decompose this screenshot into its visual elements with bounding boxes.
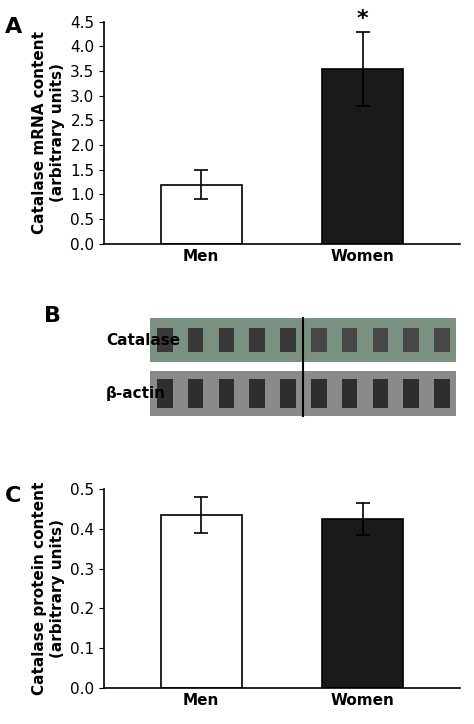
Bar	[157, 379, 173, 408]
Bar	[151, 318, 456, 362]
Bar	[188, 379, 203, 408]
Text: Catalase: Catalase	[106, 332, 180, 348]
Y-axis label: Catalase mRNA content
(arbitrary units): Catalase mRNA content (arbitrary units)	[32, 31, 65, 235]
Bar	[373, 328, 388, 353]
Bar	[219, 328, 234, 353]
Bar	[342, 379, 357, 408]
Bar	[280, 379, 296, 408]
Bar	[373, 379, 388, 408]
Bar	[280, 328, 296, 353]
Bar	[342, 328, 357, 353]
Bar	[157, 328, 173, 353]
Y-axis label: Catalase protein content
(arbitrary units): Catalase protein content (arbitrary unit…	[32, 482, 65, 695]
Bar	[403, 379, 419, 408]
Text: A: A	[5, 17, 22, 37]
Bar	[403, 328, 419, 353]
Bar	[249, 379, 265, 408]
Bar	[322, 519, 403, 688]
Bar	[249, 328, 265, 353]
Text: β-actin: β-actin	[106, 386, 166, 401]
Text: *: *	[357, 9, 369, 29]
Bar	[219, 379, 234, 408]
Bar	[151, 371, 456, 416]
Bar	[322, 69, 403, 244]
Bar	[434, 328, 450, 353]
Bar	[311, 328, 327, 353]
Text: B: B	[44, 306, 61, 326]
Bar	[161, 515, 242, 688]
Bar	[311, 379, 327, 408]
Bar	[188, 328, 203, 353]
Bar	[161, 185, 242, 244]
Text: C: C	[5, 486, 21, 505]
Bar	[434, 379, 450, 408]
